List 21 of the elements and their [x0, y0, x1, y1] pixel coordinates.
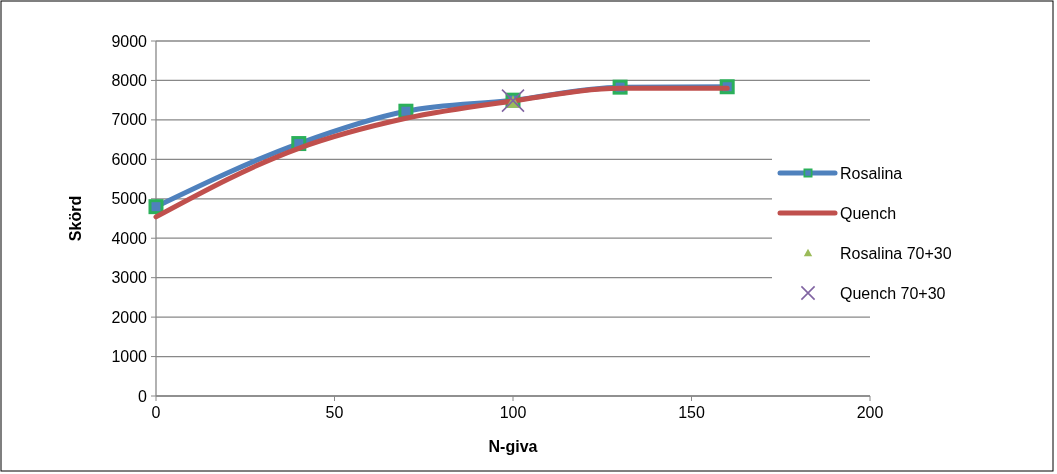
y-tick-label: 9000 [111, 32, 148, 50]
legend-label: Quench 70+30 [840, 284, 946, 302]
y-tick-label: 4000 [111, 229, 148, 247]
y-tick-label: 5000 [111, 190, 148, 208]
y-tick-label: 6000 [111, 150, 148, 168]
y-tick-label: 7000 [111, 111, 148, 129]
legend-label: Quench [840, 204, 897, 222]
y-tick-label: 2000 [111, 308, 148, 326]
y-tick-label: 0 [138, 387, 148, 405]
legend-label: Rosalina [840, 164, 903, 182]
x-axis-title: N-giva [488, 438, 538, 455]
x-tick-label: 200 [856, 404, 884, 421]
x-tick-label: 50 [325, 404, 344, 421]
y-tick-label: 8000 [111, 72, 148, 90]
y-axis-title: Skörd [67, 195, 84, 242]
y-tick-label: 3000 [111, 269, 148, 287]
x-tick-label: 150 [678, 404, 705, 421]
x-tick-label: 0 [151, 404, 161, 421]
x-tick-label: 100 [499, 404, 527, 421]
y-tick-label: 1000 [111, 348, 148, 366]
legend-label: Rosalina 70+30 [840, 244, 952, 262]
